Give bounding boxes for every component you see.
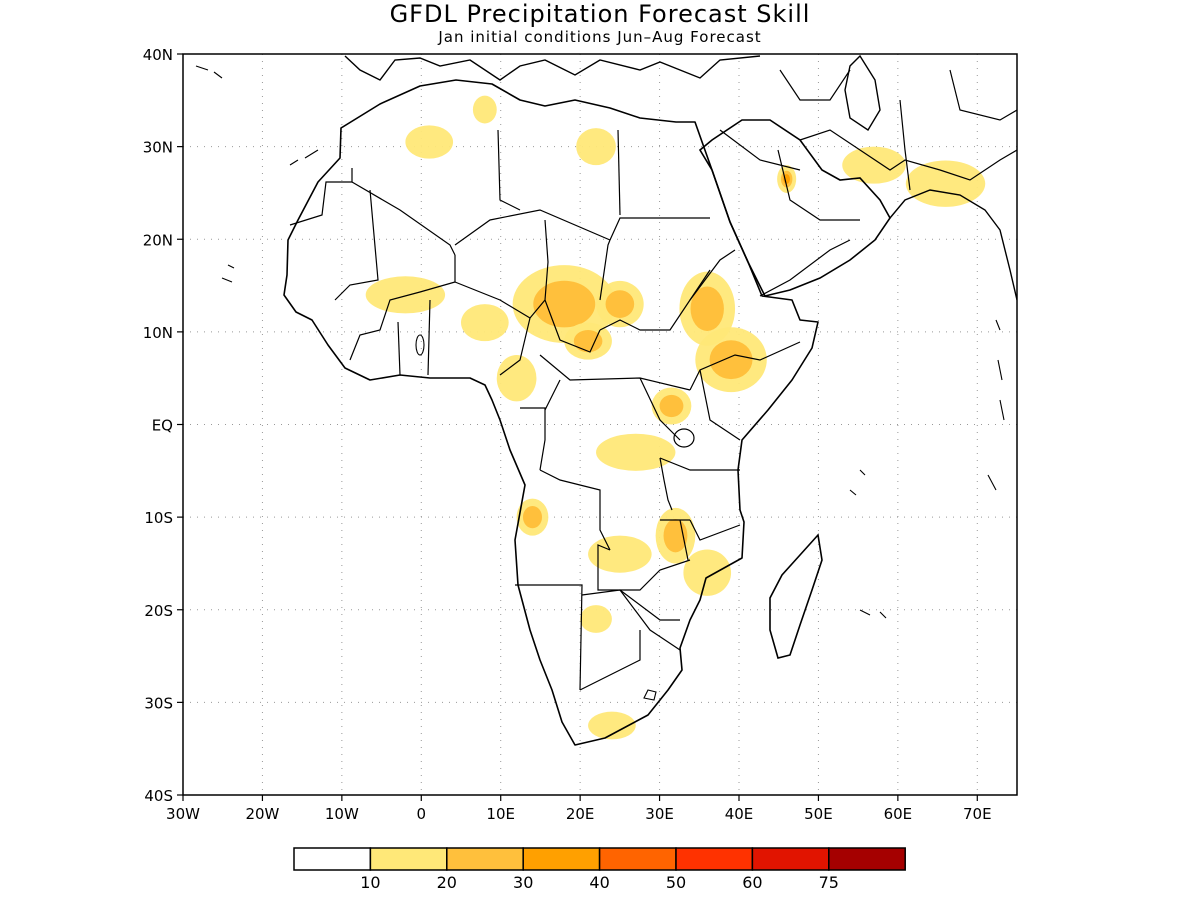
- skill-region: [576, 128, 616, 166]
- skill-region-core: [533, 280, 596, 328]
- skill-region: [588, 711, 636, 740]
- skill-region: [405, 125, 454, 159]
- skill-region: [905, 160, 986, 207]
- lon-tick-label: 60E: [884, 805, 913, 823]
- lat-tick-label: 30S: [144, 694, 173, 712]
- skill-region: [588, 535, 652, 573]
- lon-tick-label: 50E: [804, 805, 833, 823]
- lon-tick-label: 10W: [325, 805, 359, 823]
- lake-volta: [415, 334, 425, 356]
- skill-region-core: [709, 340, 753, 380]
- skill-region-core: [605, 290, 635, 318]
- legend-swatch: [293, 847, 372, 871]
- skill-region-core: [690, 286, 724, 331]
- lake-victoria: [673, 428, 695, 448]
- legend-label: 75: [819, 873, 839, 892]
- legend-swatch: [522, 847, 601, 871]
- europe-coastline: [344, 55, 761, 81]
- skill-region-core: [663, 518, 688, 553]
- islands: [195, 65, 1005, 701]
- lon-tick-label: 10E: [486, 805, 515, 823]
- legend-label: 20: [437, 873, 457, 892]
- skill-region: [596, 433, 676, 471]
- skill-region: [683, 549, 732, 596]
- lon-tick-label: 40E: [725, 805, 754, 823]
- lon-tick-label: 30W: [166, 805, 200, 823]
- legend-swatch: [751, 847, 830, 871]
- asia-coastline: [889, 189, 1017, 301]
- map-subtitle: Jan initial conditions Jun–Aug Forecast: [438, 28, 762, 46]
- lat-tick-label: 20N: [143, 231, 173, 249]
- legend-swatch: [828, 847, 906, 871]
- legend-label: 10: [360, 873, 380, 892]
- legend-label: 50: [666, 873, 686, 892]
- legend-swatch: [446, 847, 524, 871]
- lat-tick-label: 30N: [143, 139, 173, 157]
- legend-swatch: [675, 847, 754, 871]
- skill-region-core: [659, 394, 684, 418]
- skill-shading-layer: [365, 95, 986, 740]
- lat-tick-label: 20S: [144, 602, 173, 620]
- skill-region: [365, 276, 446, 314]
- color-legend: 10 20 30 40 50 60 75: [293, 847, 906, 892]
- lat-tick-label: 10S: [144, 509, 173, 527]
- lon-tick-label: 0: [417, 805, 427, 823]
- legend-swatch: [369, 847, 448, 871]
- coastline-layer: [195, 54, 1017, 746]
- arabia-coastline: [698, 119, 891, 297]
- skill-region-core: [522, 506, 543, 529]
- lon-tick-label: 30E: [645, 805, 674, 823]
- legend-label: 60: [742, 873, 762, 892]
- country-borders: [289, 69, 1017, 691]
- legend-label: 40: [589, 873, 609, 892]
- skill-region-core: [573, 330, 603, 353]
- africa-coastline: [283, 79, 819, 746]
- lat-tick-label: 40S: [144, 787, 173, 805]
- lat-tick-label: 10N: [143, 324, 173, 342]
- persian-gulf-coast: [799, 129, 1017, 181]
- legend-swatch: [598, 847, 677, 871]
- map-title: GFDL Precipitation Forecast Skill: [389, 0, 811, 28]
- legend-label: 30: [513, 873, 533, 892]
- skill-region: [580, 605, 612, 633]
- caspian-coastline: [844, 54, 881, 131]
- skill-region: [472, 95, 497, 124]
- skill-region: [496, 355, 537, 402]
- lat-tick-label: 40N: [143, 46, 173, 64]
- skill-region: [842, 146, 906, 184]
- lon-tick-label: 20E: [566, 805, 595, 823]
- skill-region: [461, 304, 509, 342]
- lake-malawi: [679, 519, 689, 561]
- lat-tick-label: EQ: [152, 417, 173, 435]
- lon-tick-label: 20W: [245, 805, 279, 823]
- madagascar-coastline: [769, 533, 823, 659]
- lake-tanganyika: [659, 457, 673, 511]
- lon-tick-label: 70E: [963, 805, 992, 823]
